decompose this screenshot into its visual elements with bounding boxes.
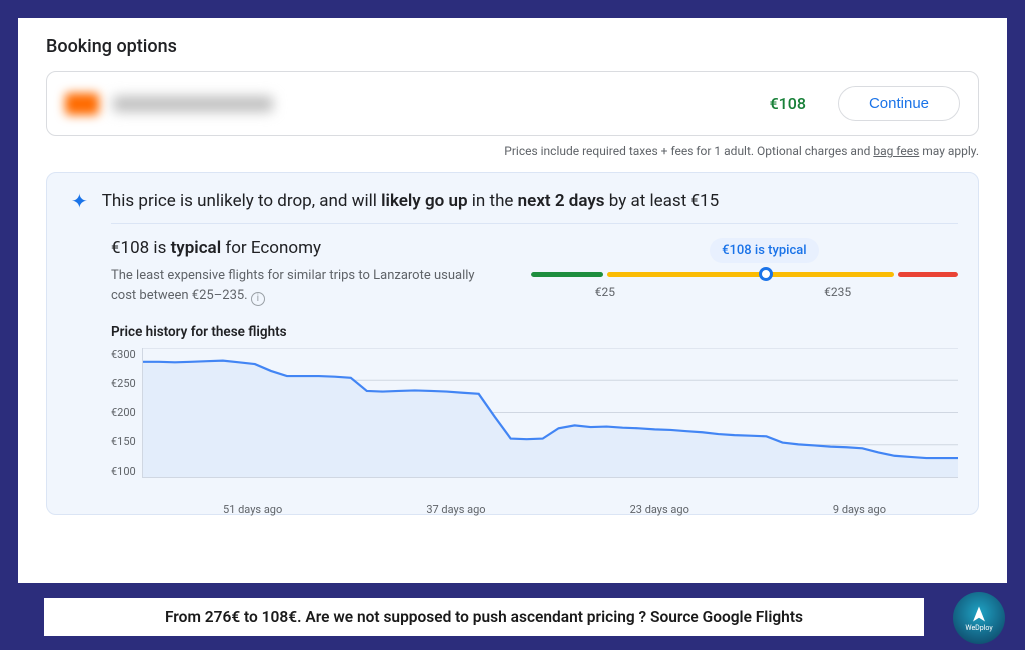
typical-desc-text: The least expensive flights for similar … [111, 268, 475, 303]
continue-button[interactable]: Continue [838, 86, 960, 121]
gauge-high-label: €235 [824, 285, 851, 299]
price-disclaimer: Prices include required taxes + fees for… [46, 144, 979, 158]
gauge-knob [759, 267, 773, 281]
price-insight-card: ✦ This price is unlikely to drop, and wi… [46, 172, 979, 515]
chart-plot [142, 348, 958, 478]
gauge-bar [531, 272, 958, 277]
chart-svg [143, 348, 958, 477]
gauge-pill: €108 is typical [710, 238, 818, 263]
x-tick-label: 37 days ago [426, 503, 485, 516]
chart-x-axis: 51 days ago 37 days ago 23 days ago 9 days … [151, 503, 958, 516]
caption-bar: From 276€ to 108€. Are we not supposed t… [44, 598, 924, 636]
gauge-segment [531, 272, 603, 277]
x-tick-label: 23 days ago [630, 503, 689, 516]
typical-prefix: €108 is [111, 238, 171, 258]
booking-panel: Booking options €108 Continue Prices inc… [18, 18, 1007, 583]
page-title: Booking options [46, 36, 979, 57]
headline-seg: in the [468, 191, 518, 211]
y-tick-label: €150 [111, 435, 136, 448]
gauge-segment [607, 272, 895, 277]
typical-suffix: for Economy [221, 238, 321, 258]
price-headline: This price is unlikely to drop, and will… [102, 191, 719, 211]
gauge-segment [898, 272, 958, 277]
provider-logo-blurred [65, 93, 99, 115]
info-icon[interactable]: i [251, 292, 265, 306]
headline-seg: This price is unlikely to drop, and will [102, 191, 381, 211]
booking-price: €108 [770, 94, 806, 113]
y-tick-label: €200 [111, 406, 136, 419]
divider [111, 223, 958, 224]
typical-title: €108 is typical for Economy [111, 238, 501, 258]
headline-seg: by at least €15 [605, 191, 720, 211]
gauge-low-label: €25 [595, 285, 615, 299]
typical-bold: typical [171, 238, 222, 258]
price-history-chart: €300€250€200€150€100 51 days ago37 days … [111, 348, 958, 498]
provider-name-blurred [113, 96, 273, 112]
headline-bold: next 2 days [518, 191, 605, 211]
x-tick-label: 51 days ago [223, 503, 282, 516]
y-tick-label: €100 [111, 465, 136, 478]
brand-arrow-icon [970, 605, 988, 623]
sparkle-icon: ✦ [71, 191, 88, 211]
booking-option-row[interactable]: €108 Continue [46, 71, 979, 136]
brand-label: WeDploy [965, 624, 992, 632]
bag-fees-link[interactable]: bag fees [873, 144, 919, 158]
x-tick-label: 9 days ago [833, 503, 886, 516]
chart-y-axis: €300 €250 €200 €150 €100 [111, 348, 142, 478]
disclaimer-text: Prices include required taxes + fees for… [504, 144, 873, 158]
headline-bold: likely go up [381, 191, 467, 211]
disclaimer-suffix: may apply. [919, 144, 979, 158]
brand-badge: WeDploy [953, 592, 1005, 644]
y-tick-label: €300 [111, 348, 136, 361]
y-tick-label: €250 [111, 377, 136, 390]
price-gauge: €108 is typical €25 €235 [531, 238, 958, 306]
history-title: Price history for these flights [111, 324, 958, 340]
typical-description: The least expensive flights for similar … [111, 266, 501, 306]
